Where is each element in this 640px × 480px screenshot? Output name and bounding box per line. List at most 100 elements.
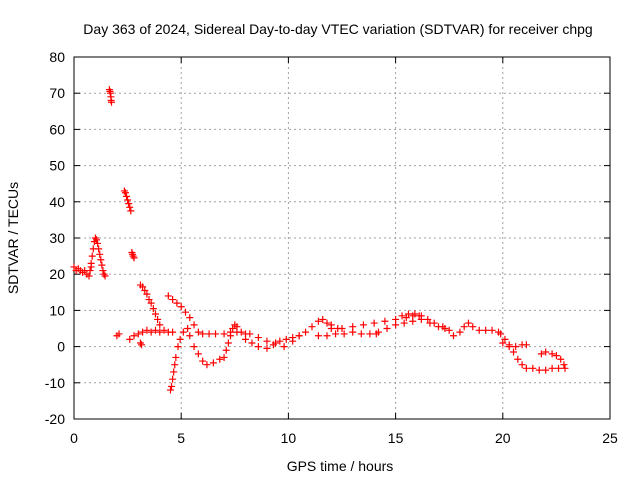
data-point — [456, 328, 464, 336]
data-point — [86, 267, 94, 275]
data-point — [276, 337, 284, 345]
series-rise-11 — [295, 315, 342, 340]
series-spike-43 — [120, 187, 135, 215]
y-tick-label: 70 — [49, 85, 65, 101]
data-point — [209, 359, 217, 367]
data-point — [555, 364, 563, 372]
data-point — [518, 361, 526, 369]
data-point — [220, 353, 228, 361]
data-point — [445, 326, 453, 334]
data-point — [548, 350, 556, 358]
data-point — [121, 189, 129, 197]
series-band-17-19 — [449, 319, 503, 340]
data-point — [338, 325, 346, 332]
data-point — [130, 332, 138, 340]
series-spike-70 — [105, 86, 116, 106]
data-point — [181, 308, 189, 316]
y-tick-label: 50 — [49, 158, 65, 174]
data-point — [289, 337, 297, 345]
y-tick-label: 40 — [49, 194, 65, 210]
data-point — [409, 317, 417, 325]
data-point — [168, 382, 176, 390]
data-point — [280, 343, 288, 351]
data-point — [154, 315, 162, 323]
data-point — [383, 325, 391, 332]
data-point — [248, 339, 256, 347]
series-band-8-10-b — [246, 330, 297, 351]
data-points — [70, 86, 569, 394]
series-band-12-14 — [314, 328, 380, 340]
y-tick-label: 80 — [49, 49, 65, 65]
data-point — [166, 386, 174, 394]
data-point — [308, 323, 316, 331]
x-tick-label: 5 — [177, 430, 185, 446]
data-point — [417, 312, 425, 320]
y-tick-label: 10 — [49, 302, 65, 318]
y-tick-label: 30 — [49, 230, 65, 246]
data-point — [349, 323, 357, 331]
data-point — [151, 310, 159, 318]
data-point — [105, 86, 113, 94]
data-point — [171, 361, 179, 369]
data-point — [136, 339, 144, 347]
data-point — [212, 330, 220, 338]
series-isolated — [113, 330, 146, 349]
data-point — [173, 299, 181, 307]
data-point — [497, 330, 505, 338]
data-point — [464, 319, 472, 327]
x-tick-labels: 0 5 10 15 20 25 — [70, 430, 618, 446]
data-point — [340, 330, 348, 338]
data-point — [557, 355, 565, 363]
series-decay — [136, 281, 164, 329]
x-tick-label: 0 — [70, 430, 78, 446]
data-point — [314, 317, 322, 325]
data-point — [115, 330, 123, 338]
data-point — [327, 325, 335, 332]
x-tick-label: 20 — [495, 430, 511, 446]
data-point — [194, 328, 202, 336]
data-point — [139, 283, 147, 291]
data-point — [439, 323, 447, 331]
data-point — [160, 326, 168, 334]
data-point — [522, 364, 530, 372]
data-point — [512, 343, 520, 351]
data-point — [370, 319, 378, 327]
data-point — [156, 321, 164, 329]
data-point — [237, 328, 245, 336]
data-point — [224, 339, 232, 347]
data-point — [302, 328, 310, 336]
data-point — [169, 296, 177, 304]
data-point — [505, 341, 513, 349]
data-point — [170, 368, 178, 376]
data-point — [272, 339, 280, 347]
data-point — [184, 325, 192, 332]
data-point — [220, 330, 228, 338]
data-point — [130, 254, 138, 262]
data-point — [143, 326, 151, 334]
data-point — [125, 200, 133, 208]
data-point — [149, 305, 157, 313]
data-point — [87, 259, 95, 267]
data-point — [97, 256, 105, 264]
data-point — [469, 323, 477, 331]
series-early-hump — [87, 234, 109, 280]
data-point — [332, 330, 340, 338]
series-band-8-10 — [242, 332, 303, 352]
data-point — [430, 319, 438, 327]
data-point — [227, 332, 235, 340]
data-point — [186, 332, 194, 340]
data-point — [542, 348, 550, 356]
series-dip — [166, 325, 192, 394]
data-point — [374, 328, 382, 336]
data-point — [560, 361, 568, 369]
data-point — [129, 252, 137, 260]
data-point — [392, 321, 400, 329]
data-point — [124, 196, 132, 204]
data-point — [542, 366, 550, 374]
data-point — [139, 328, 147, 336]
data-point — [138, 341, 146, 349]
data-point — [145, 296, 153, 304]
data-point — [229, 325, 237, 332]
data-point — [96, 250, 104, 258]
data-point — [169, 375, 177, 383]
